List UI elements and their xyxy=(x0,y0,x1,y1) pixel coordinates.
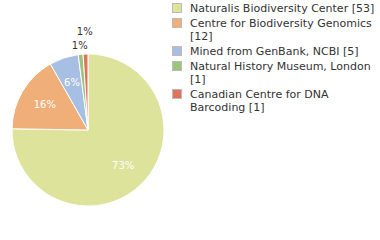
svg-text:73%: 73% xyxy=(112,160,134,171)
svg-text:1%: 1% xyxy=(72,40,88,51)
html-text:Centre for Biodiversity Genomi: Centre for Biodiversity Genomics [12] xyxy=(190,17,372,43)
html-text:Canadian Centre for DNA Barcod: Canadian Centre for DNA Barcoding [1] xyxy=(190,88,329,114)
html-text:Naturalis Biodiversity Center: Naturalis Biodiversity Center [53] xyxy=(190,2,375,15)
html-text:Natural History Museum, London: Natural History Museum, London [1] xyxy=(190,60,371,86)
svg-text:6%: 6% xyxy=(64,77,80,88)
svg-text:16%: 16% xyxy=(34,99,56,110)
svg-text:1%: 1% xyxy=(77,26,93,37)
html-text:Mined from GenBank, NCBI [5]: Mined from GenBank, NCBI [5] xyxy=(190,45,359,58)
